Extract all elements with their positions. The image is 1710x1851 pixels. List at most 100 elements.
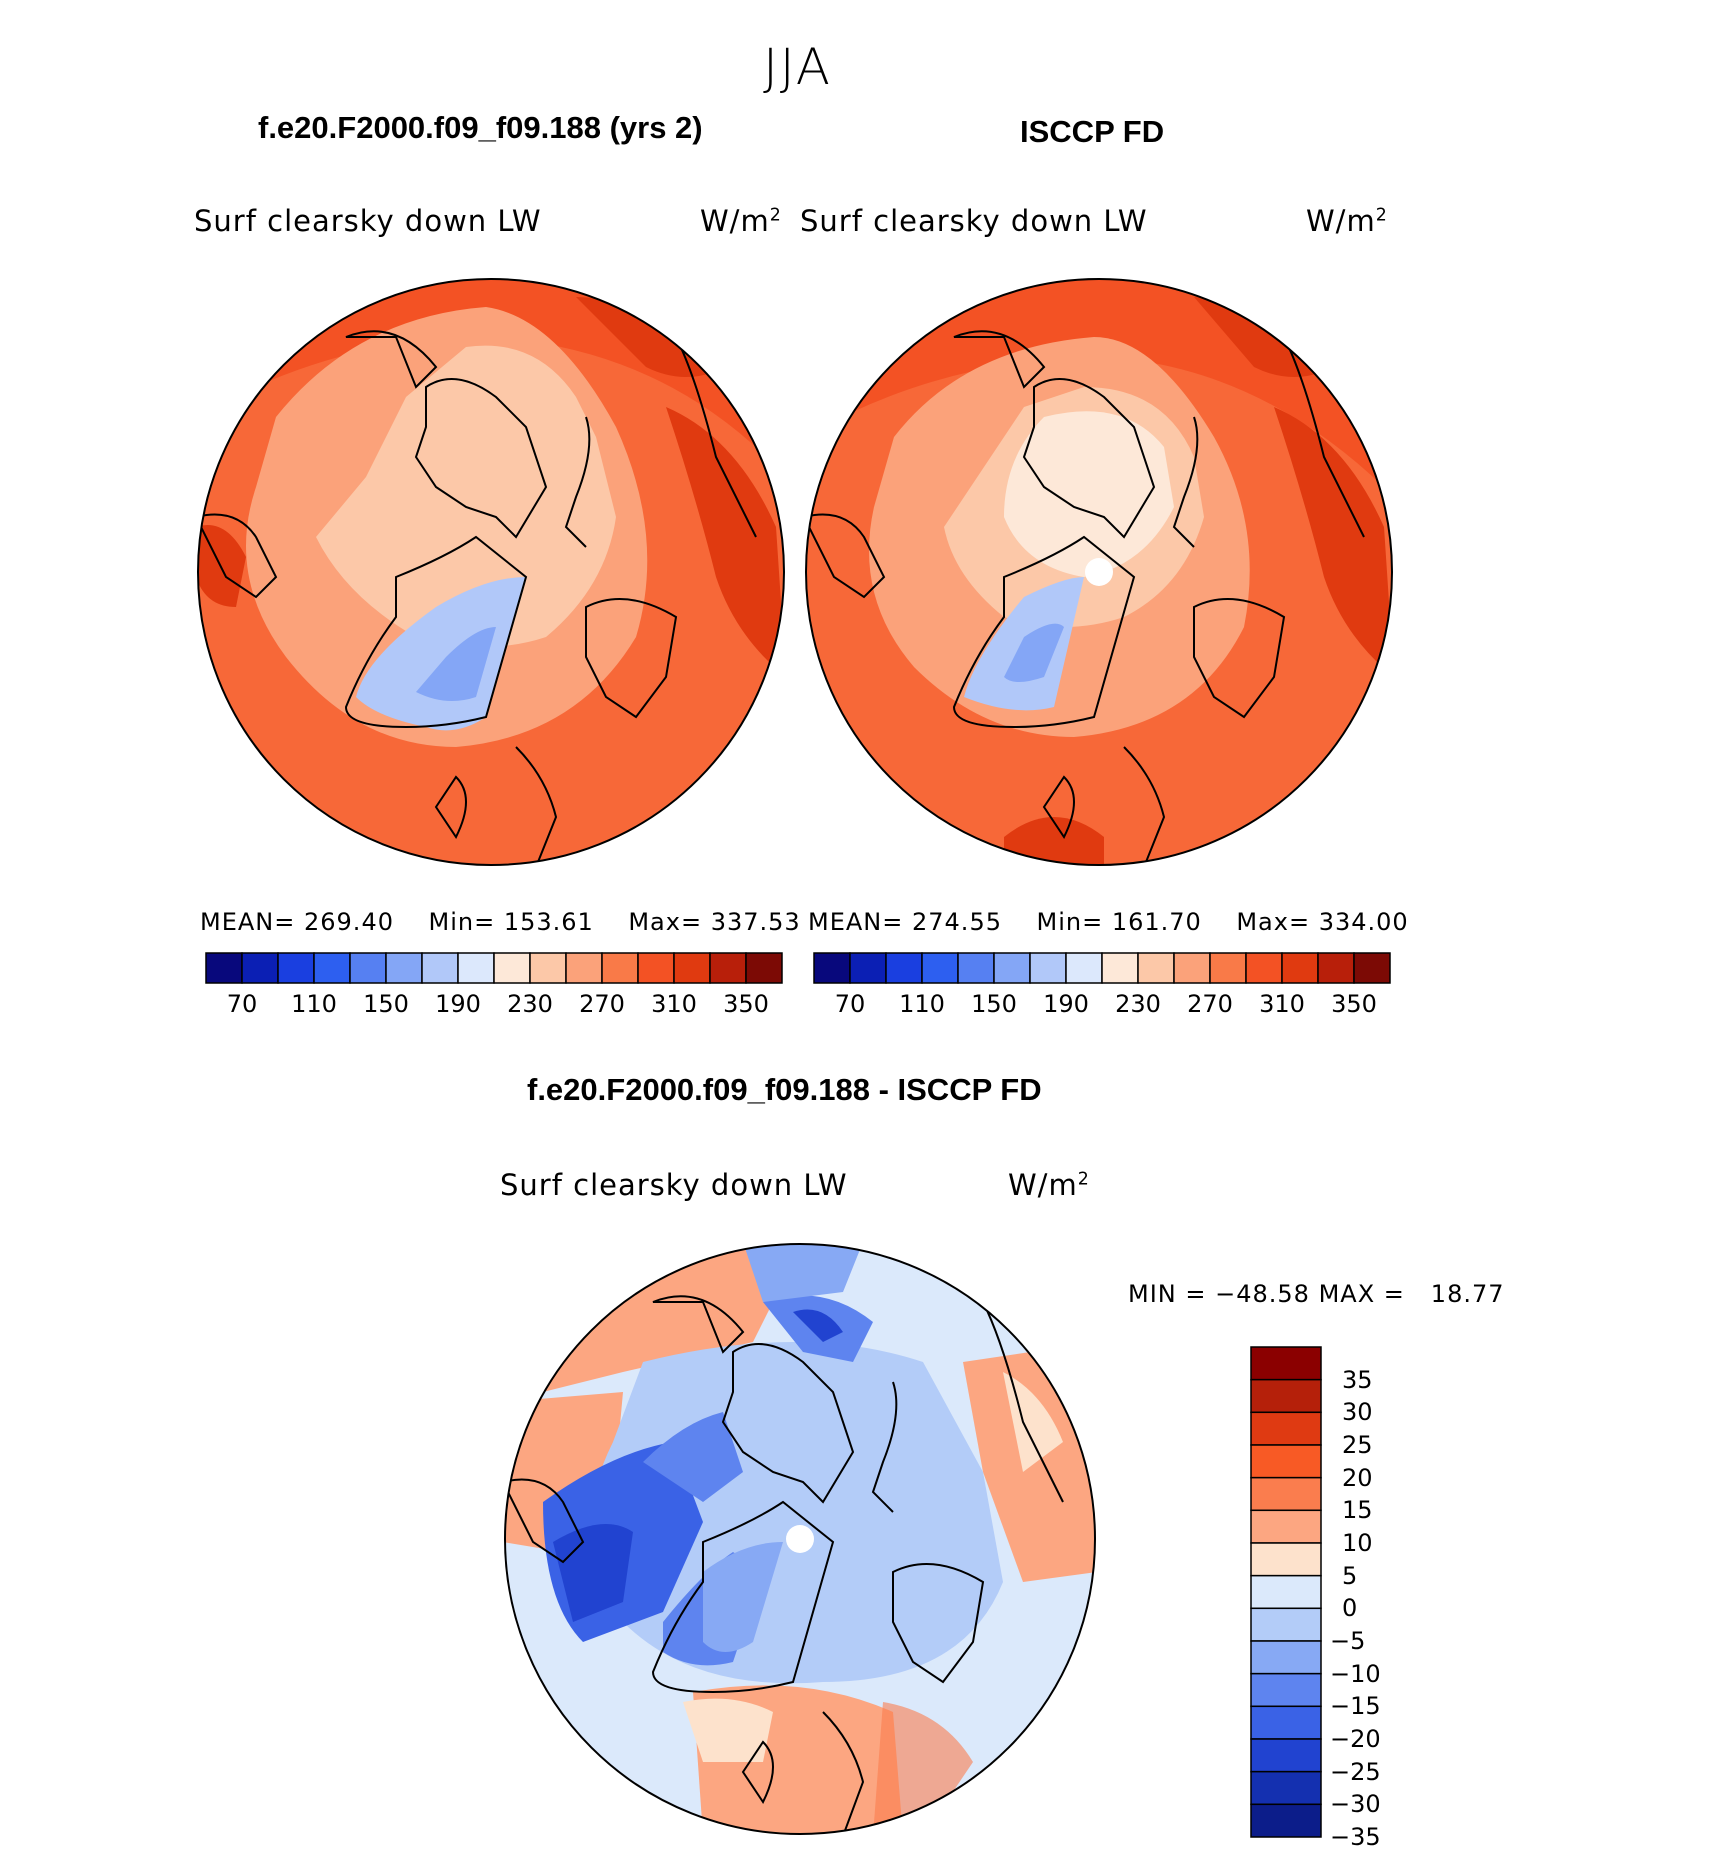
colorbar-panel1-swatch [565,952,603,984]
colorbar-difference-tick-label: 15 [1342,1496,1373,1525]
map-observed [805,278,1393,866]
colorbar-panel1 [205,952,783,984]
colorbar-panel2-swatch [1173,952,1211,984]
colorbar-difference-tick-label: 20 [1342,1463,1373,1492]
map-model [197,278,785,866]
colorbar-panel1-tick-label: 70 [226,990,258,1018]
colorbar-difference-tick-label: 30 [1342,1398,1373,1427]
colorbar-panel1-swatch [493,952,531,984]
colorbar-difference-swatch [1250,1803,1322,1838]
panel1-units: W/m2 [700,204,782,238]
colorbar-difference-swatch [1250,1574,1322,1610]
colorbar-panel2-swatch [1353,952,1391,984]
colorbar-panel2-swatch [1209,952,1247,984]
panel2-max: 334.00 [1318,908,1409,936]
colorbar-panel1-tick-label: 230 [507,990,553,1018]
colorbar-difference-swatch [1250,1640,1322,1675]
colorbar-panel2-tick-label: 110 [899,990,945,1018]
panel2-stats: MEAN= 274.55 Min= 161.70 Max= 334.00 [808,908,1409,936]
colorbar-difference-swatch [1250,1378,1322,1414]
colorbar-difference-ticks: 35 30 25 20 15 10 5 0 −5 −10 −15 −20 −25 −30 −35 [1330,1347,1410,1851]
colorbar-panel2-swatch [1137,952,1175,984]
colorbar-panel1-tick-label: 110 [291,990,337,1018]
season-title: JJA [763,38,832,96]
colorbar-panel1-swatch [421,952,459,984]
colorbar-panel2-swatch [1281,952,1319,984]
colorbar-panel2-swatch [849,952,887,984]
colorbar-panel1-swatch [529,952,567,984]
colorbar-difference-tick-label: −20 [1330,1725,1381,1753]
colorbar-difference-tick-label: 5 [1342,1561,1358,1590]
colorbar-difference-swatch [1250,1738,1322,1773]
panel2-mean: 274.55 [912,908,1002,936]
colorbar-difference-tick-label: −35 [1330,1823,1381,1851]
colorbar-panel1-swatch [709,952,747,984]
colorbar-panel1-swatch [385,952,423,984]
diff-max: 18.77 [1430,1280,1505,1308]
panel1-mean: 269.40 [304,908,394,936]
colorbar-panel2-swatch [1065,952,1103,984]
diff-units: W/m2 [1008,1168,1090,1202]
colorbar-panel1-ticks: 70 110 150 190 230 270 310 350 [206,990,782,1020]
colorbar-panel2-tick-label: 350 [1331,990,1377,1018]
panel2-title: ISCCP FD [1020,114,1165,149]
colorbar-panel2 [813,952,1391,984]
colorbar-difference-tick-label: −15 [1330,1692,1381,1721]
map-difference [504,1243,1096,1835]
colorbar-difference-swatch [1250,1476,1322,1512]
colorbar-difference-tick-label: 0 [1342,1594,1358,1623]
colorbar-panel2-swatch [813,952,851,984]
colorbar-difference-swatch [1250,1411,1322,1446]
colorbar-panel2-swatch [1317,952,1355,984]
colorbar-panel2-swatch [1029,952,1067,984]
colorbar-panel2-swatch [1101,952,1139,984]
colorbar-panel1-swatch [637,952,675,984]
colorbar-panel1-tick-label: 150 [363,990,409,1018]
colorbar-panel1-swatch [673,952,711,984]
colorbar-difference-tick-label: −10 [1330,1659,1381,1688]
colorbar-panel2-swatch [1245,952,1283,984]
colorbar-panel1-swatch [745,952,783,984]
colorbar-panel2-swatch [993,952,1031,984]
colorbar-panel1-swatch [241,952,279,984]
colorbar-panel1-tick-label: 350 [723,990,769,1018]
colorbar-difference-swatch [1250,1509,1322,1544]
colorbar-panel1-tick-label: 270 [579,990,625,1018]
colorbar-panel1-tick-label: 310 [651,990,697,1018]
colorbar-panel1-swatch [601,952,639,984]
colorbar-panel2-tick-label: 150 [971,990,1017,1018]
panel1-stats: MEAN= 269.40 Min= 153.61 Max= 337.53 [200,908,801,936]
colorbar-panel1-swatch [349,952,387,984]
colorbar-panel2-swatch [885,952,923,984]
colorbar-panel2-swatch [921,952,959,984]
panel1-title: f.e20.F2000.f09_f09.188 (yrs 2) [258,110,703,145]
colorbar-panel2-swatch [957,952,995,984]
colorbar-difference-tick-label: −5 [1330,1627,1366,1655]
colorbar-difference-swatch [1250,1542,1322,1577]
colorbar-panel1-swatch [313,952,351,984]
diff-variable: Surf clearsky down LW [500,1168,848,1202]
colorbar-difference-tick-label: 35 [1342,1365,1373,1394]
colorbar-panel2-ticks: 70 110 150 190 230 270 310 350 [814,990,1390,1020]
colorbar-difference [1250,1346,1322,1838]
panel2-min: 161.70 [1111,908,1202,936]
diff-min: −48.58 [1215,1280,1310,1308]
colorbar-panel2-tick-label: 310 [1259,990,1305,1018]
colorbar-difference-tick-label: −30 [1330,1790,1381,1819]
panel1-max: 337.53 [710,908,801,936]
panel1-variable: Surf clearsky down LW [194,204,542,238]
diff-title: f.e20.F2000.f09_f09.188 - ISCCP FD [527,1072,1042,1107]
colorbar-difference-swatch [1250,1444,1322,1479]
colorbar-difference-swatch [1250,1607,1322,1642]
panel2-variable: Surf clearsky down LW [800,204,1148,238]
colorbar-difference-swatch [1250,1346,1322,1381]
colorbar-panel2-tick-label: 270 [1187,990,1233,1018]
colorbar-panel2-tick-label: 70 [834,990,866,1018]
colorbar-difference-swatch [1250,1705,1322,1740]
diff-minmax: MIN = −48.58 MAX = 18.77 [1128,1280,1505,1308]
colorbar-panel1-swatch [205,952,243,984]
colorbar-panel2-tick-label: 230 [1115,990,1161,1018]
colorbar-panel2-tick-label: 190 [1043,990,1089,1018]
colorbar-difference-swatch [1250,1770,1322,1806]
colorbar-difference-tick-label: 10 [1342,1529,1373,1557]
